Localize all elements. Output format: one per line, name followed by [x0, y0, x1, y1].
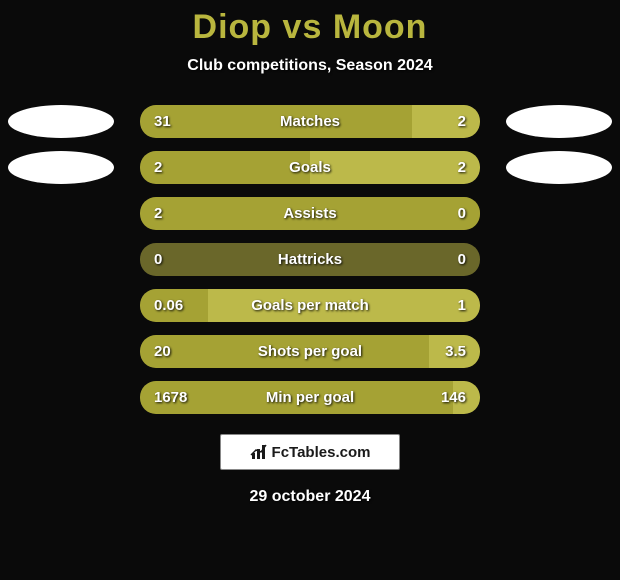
stat-left-value: 0.06 [154, 297, 183, 314]
stat-label: Goals [289, 159, 331, 176]
stat-row: 1678 Min per goal 146 [140, 381, 480, 414]
stat-label: Goals per match [251, 297, 369, 314]
stat-left-value: 2 [154, 159, 162, 176]
chart-icon [250, 443, 268, 461]
title-player2: Moon [333, 8, 428, 46]
stat-row: 20 Shots per goal 3.5 [140, 335, 480, 368]
stat-row: 31 Matches 2 [140, 105, 480, 138]
stat-label: Matches [280, 113, 340, 130]
stat-right-value: 0 [458, 205, 466, 222]
stat-left-value: 31 [154, 113, 171, 130]
stat-left-value: 0 [154, 251, 162, 268]
stat-right-value: 1 [458, 297, 466, 314]
left-badge-column [8, 105, 114, 184]
stat-right-value: 0 [458, 251, 466, 268]
date-label: 29 october 2024 [250, 488, 371, 506]
stat-left-fill [140, 151, 310, 184]
stat-right-value: 146 [441, 389, 466, 406]
stat-left-value: 2 [154, 205, 162, 222]
stat-label: Min per goal [266, 389, 354, 406]
stat-label: Assists [283, 205, 336, 222]
comparison-chart: 31 Matches 2 2 Goals 2 2 Assists 0 0 Hattricks 0 0.0… [0, 105, 620, 414]
badge-ellipse [506, 105, 612, 138]
stat-row: 2 Goals 2 [140, 151, 480, 184]
stat-bars-column: 31 Matches 2 2 Goals 2 2 Assists 0 0 Hattricks 0 0.0… [140, 105, 480, 414]
page-title: Diop vs Moon [193, 8, 428, 47]
stat-left-value: 1678 [154, 389, 187, 406]
stat-right-fill [310, 151, 480, 184]
title-vs: vs [283, 8, 323, 46]
watermark-text: FcTables.com [272, 444, 371, 461]
stat-label: Shots per goal [258, 343, 362, 360]
stat-right-fill [412, 105, 480, 138]
stat-left-value: 20 [154, 343, 171, 360]
stat-right-value: 2 [458, 159, 466, 176]
watermark-badge: FcTables.com [220, 434, 400, 470]
stat-row: 2 Assists 0 [140, 197, 480, 230]
stat-row: 0.06 Goals per match 1 [140, 289, 480, 322]
title-player1: Diop [193, 8, 273, 46]
stat-right-value: 3.5 [445, 343, 466, 360]
badge-ellipse [506, 151, 612, 184]
stat-label: Hattricks [278, 251, 342, 268]
stat-row: 0 Hattricks 0 [140, 243, 480, 276]
stat-left-fill [140, 105, 412, 138]
badge-ellipse [8, 105, 114, 138]
subtitle: Club competitions, Season 2024 [187, 57, 432, 75]
right-badge-column [506, 105, 612, 184]
stat-right-value: 2 [458, 113, 466, 130]
badge-ellipse [8, 151, 114, 184]
